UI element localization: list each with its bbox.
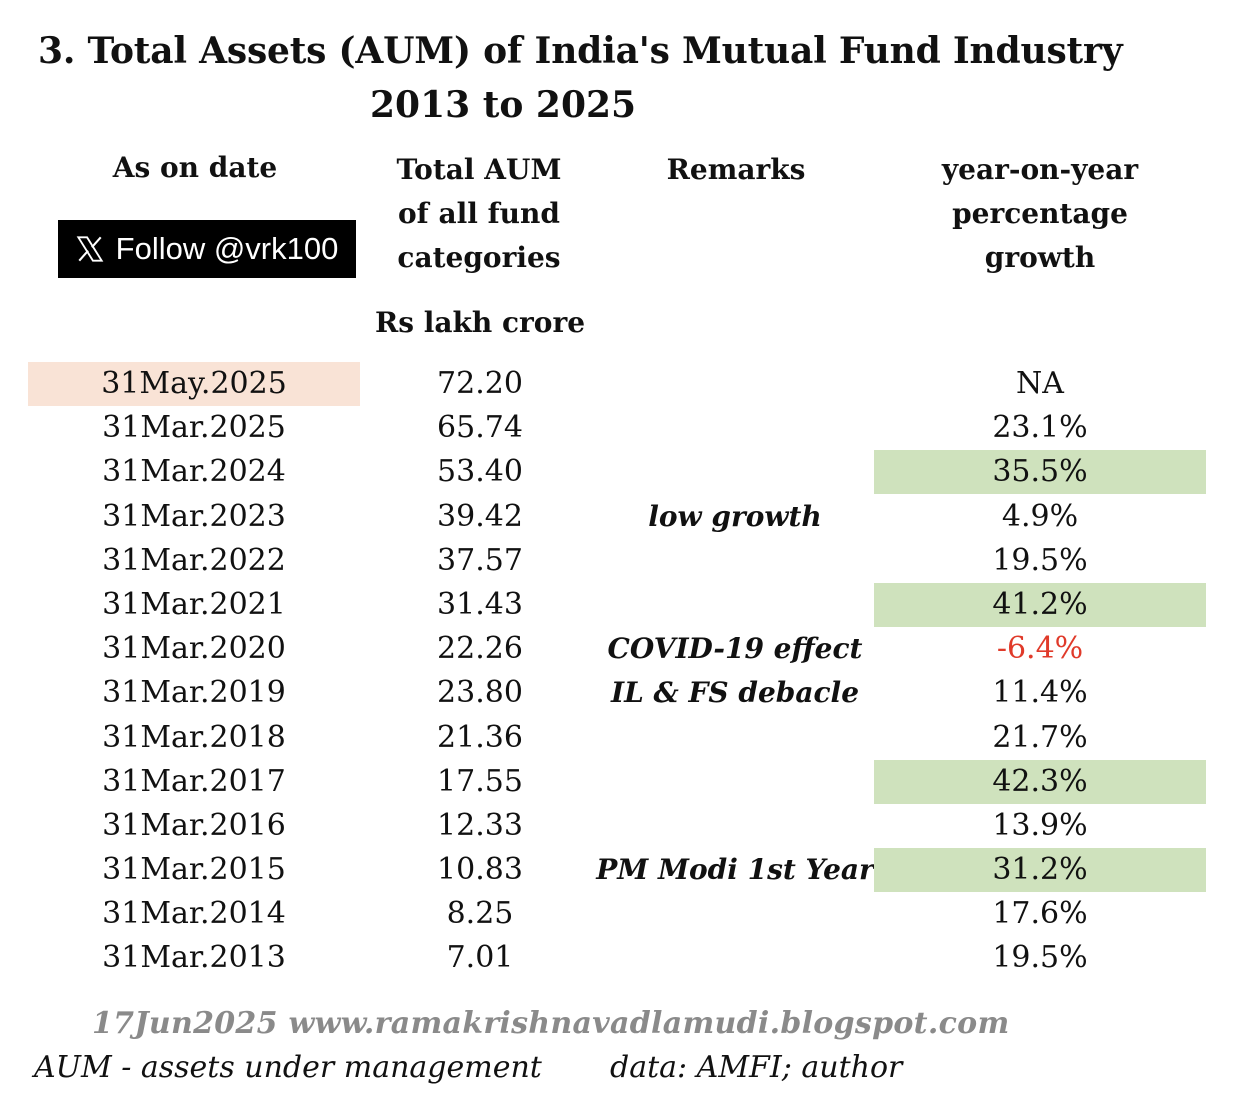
column-header-yoy-line: growth [984,241,1096,274]
yoy-cell: 31.2% [874,848,1206,893]
yoy-cell: -6.4% [996,631,1084,667]
yoy-cell: 42.3% [874,759,1206,804]
aum-cell: 8.25 [446,896,514,932]
aum-cell: 10.83 [437,852,523,888]
date-cell: 31Mar.2021 [102,586,286,622]
aum-cell: 65.74 [437,410,523,446]
remark-cell [596,936,874,980]
yoy-cell: 41.2% [874,582,1206,627]
page-title: 3. Total Assets (AUM) of India's Mutual … [38,30,1123,72]
yoy-cell: 23.1% [992,410,1088,446]
yoy-cell: 4.9% [1001,498,1079,534]
remark-cell [596,406,874,450]
column-header-yoy-line: year-on-year [941,153,1139,186]
table-row: 31Mar.2024 53.40 35.5% [0,450,1244,495]
remark-cell [596,539,874,583]
date-cell: 31Mar.2014 [102,896,286,932]
aum-cell: 37.57 [437,542,523,578]
footer-date-site: 17Jun2025 www.ramakrishnavadlamudi.blogs… [92,1006,1010,1041]
table-row: 31Mar.2022 37.57 19.5% [0,539,1244,583]
aum-cell: 7.01 [446,940,514,976]
date-cell: 31Mar.2025 [102,410,286,446]
aum-cell: 22.26 [437,631,523,667]
date-cell: 31Mar.2020 [102,631,286,667]
aum-cell: 72.20 [437,366,523,401]
x-logo-icon [76,236,103,262]
aum-units-label: Rs lakh crore [374,306,586,339]
column-header-yoy-line: percentage [952,197,1128,230]
table-row: 31Mar.2013 7.01 19.5% [0,936,1244,980]
remark-cell [596,362,874,406]
column-header-remarks: Remarks [666,153,806,186]
table-row: 31Mar.2019 23.80 IL & FS debacle 11.4% [0,671,1244,715]
aum-cell: 17.55 [437,763,523,799]
column-header-aum-line: Total AUM [396,153,562,186]
date-cell: 31May.2025 [28,362,360,406]
aum-cell: 23.80 [437,675,523,711]
date-cell: 31Mar.2023 [102,498,286,534]
date-cell: 31Mar.2015 [102,852,286,888]
table-row: 31Mar.2021 31.43 41.2% [0,582,1244,627]
yoy-cell: 13.9% [992,807,1088,843]
footer-abbrev-note: AUM - assets under management [34,1050,542,1085]
date-cell: 31Mar.2024 [102,454,286,490]
follow-button[interactable]: Follow @vrk100 [58,220,356,278]
aum-cell: 12.33 [437,807,523,843]
yoy-cell: 19.5% [992,542,1088,578]
remark-cell: IL & FS debacle [610,676,860,710]
aum-cell: 31.43 [437,586,523,622]
remark-cell [596,450,874,494]
column-header-date: As on date [112,151,278,184]
table-row: 31Mar.2025 65.74 23.1% [0,406,1244,450]
table-row: 31Mar.2017 17.55 42.3% [0,759,1244,804]
aum-cell: 21.36 [437,719,523,755]
date-cell: 31Mar.2013 [102,940,286,976]
table-row: 31Mar.2020 22.26 COVID-19 effect -6.4% [0,627,1244,671]
yoy-cell: 21.7% [992,719,1088,755]
date-cell: 31Mar.2018 [102,719,286,755]
aum-cell: 53.40 [437,454,523,490]
follow-button-label: Follow @vrk100 [115,231,339,266]
column-header-aum: Total AUM of all fund categories [368,148,590,280]
column-header-yoy: year-on-year percentage growth [890,148,1190,280]
remark-cell [596,892,874,936]
remark-cell: low growth [648,499,822,533]
aum-cell: 39.42 [437,498,523,534]
date-cell: 31Mar.2022 [102,542,286,578]
table-row: 31Mar.2016 12.33 13.9% [0,804,1244,848]
yoy-cell: 35.5% [874,450,1206,495]
footer-source-note: data: AMFI; author [610,1050,903,1085]
column-header-aum-line: of all fund [398,197,560,230]
yoy-cell: NA [1016,366,1064,401]
yoy-cell: 19.5% [992,940,1088,976]
date-cell: 31Mar.2019 [102,675,286,711]
remark-cell [596,760,874,804]
aum-table: 31May.2025 72.20 NA 31Mar.2025 65.74 23.… [0,362,1244,981]
column-header-aum-line: categories [397,241,561,274]
page-subtitle: 2013 to 2025 [370,84,637,126]
remark-cell [596,716,874,760]
table-row: 31May.2025 72.20 NA [0,362,1244,406]
remark-cell [596,583,874,627]
yoy-cell: 11.4% [992,675,1088,711]
table-row: 31Mar.2023 39.42 low growth 4.9% [0,495,1244,539]
date-cell: 31Mar.2017 [102,763,286,799]
table-row: 31Mar.2015 10.83 PM Modi 1st Year 31.2% [0,848,1244,893]
remark-cell: PM Modi 1st Year [596,853,874,887]
date-cell: 31Mar.2016 [102,807,286,843]
table-row: 31Mar.2014 8.25 17.6% [0,892,1244,936]
yoy-cell: 17.6% [992,896,1088,932]
remark-cell: COVID-19 effect [607,632,863,666]
remark-cell [596,804,874,848]
table-row: 31Mar.2018 21.36 21.7% [0,716,1244,760]
